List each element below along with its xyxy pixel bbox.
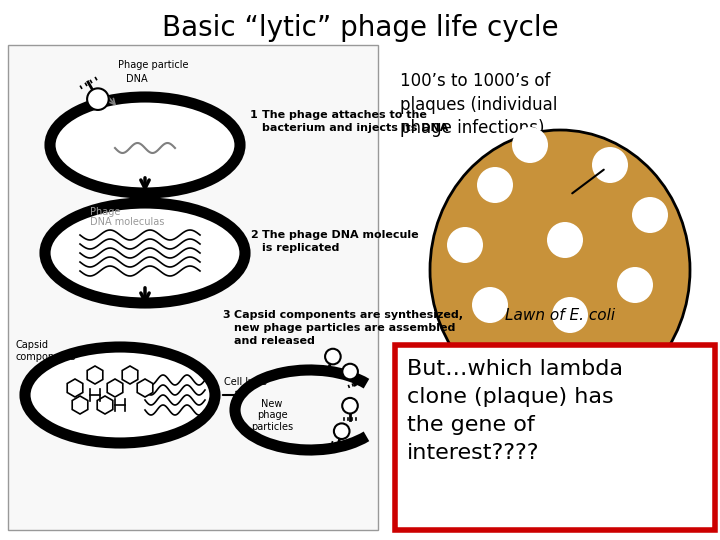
Ellipse shape — [430, 130, 690, 410]
Text: bacterium and injects its DNA: bacterium and injects its DNA — [262, 123, 449, 133]
Text: The phage attaches to the: The phage attaches to the — [262, 110, 427, 120]
Circle shape — [617, 267, 653, 303]
Circle shape — [342, 398, 358, 414]
Text: Capsid: Capsid — [15, 340, 48, 350]
Ellipse shape — [45, 203, 245, 303]
Text: New
phage
particles: New phage particles — [251, 399, 293, 432]
Text: 1: 1 — [250, 110, 258, 120]
Circle shape — [547, 222, 583, 258]
Text: 2: 2 — [250, 230, 258, 240]
Text: 100’s to 1000’s of
plaques (individual
phage infections): 100’s to 1000’s of plaques (individual p… — [400, 72, 557, 137]
Text: But…which lambda
clone (plaque) has
the gene of
interest????: But…which lambda clone (plaque) has the … — [407, 359, 623, 463]
Bar — [8, 45, 378, 530]
Circle shape — [552, 297, 588, 333]
Text: Lawn of E. coli: Lawn of E. coli — [505, 307, 615, 322]
Circle shape — [477, 167, 513, 203]
Circle shape — [334, 423, 349, 439]
Circle shape — [342, 364, 358, 380]
Text: Phage particle: Phage particle — [118, 60, 189, 70]
Circle shape — [447, 227, 483, 263]
Circle shape — [87, 89, 109, 110]
Ellipse shape — [50, 97, 240, 193]
Text: Phage: Phage — [90, 207, 120, 217]
Text: is replicated: is replicated — [262, 243, 339, 253]
Ellipse shape — [25, 347, 215, 443]
Circle shape — [632, 197, 668, 233]
Text: DNA moleculas: DNA moleculas — [90, 217, 164, 227]
Circle shape — [592, 147, 628, 183]
Text: components: components — [15, 352, 76, 362]
Circle shape — [325, 349, 341, 365]
Circle shape — [512, 127, 548, 163]
Circle shape — [472, 287, 508, 323]
Text: The phage DNA molecule: The phage DNA molecule — [262, 230, 418, 240]
Bar — [395, 345, 715, 530]
Text: DNA: DNA — [126, 74, 148, 84]
Text: 3: 3 — [222, 310, 230, 320]
Text: Cell lysis: Cell lysis — [224, 377, 267, 387]
Text: Capsid components are synthesized,: Capsid components are synthesized, — [234, 310, 463, 320]
Text: and released: and released — [234, 336, 315, 346]
Text: new phage particles are assembled: new phage particles are assembled — [234, 323, 455, 333]
Text: Basic “lytic” phage life cycle: Basic “lytic” phage life cycle — [162, 14, 558, 42]
